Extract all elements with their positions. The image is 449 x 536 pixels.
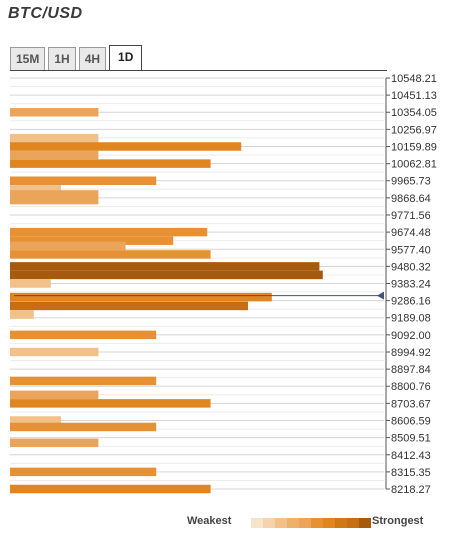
- timeframe-tabs: 15M 1H 4H 1D: [10, 45, 145, 71]
- bar: [10, 399, 211, 408]
- bar: [10, 330, 157, 340]
- y-tick-label: 9771.56: [391, 210, 431, 222]
- current-price-marker: [14, 291, 384, 300]
- y-tick-label: 9383.24: [391, 279, 431, 291]
- legend-swatch: [251, 518, 263, 528]
- legend-swatch: [335, 518, 347, 528]
- tab-1h[interactable]: 1H: [48, 47, 76, 71]
- bar: [10, 347, 99, 357]
- bar: [10, 190, 99, 199]
- current-price-arrow: [377, 291, 384, 300]
- bar: [10, 133, 99, 143]
- y-tick-label: 8315.35: [391, 467, 431, 479]
- bar: [10, 150, 99, 160]
- bar: [10, 422, 157, 432]
- bar: [10, 416, 61, 425]
- legend-strongest-label: Strongest: [372, 515, 424, 527]
- bar: [10, 292, 272, 302]
- y-tick-label: 10159.89: [391, 141, 437, 153]
- bar-layer: [10, 107, 323, 494]
- y-tick-label: 9286.16: [391, 296, 431, 308]
- bar: [10, 227, 208, 237]
- legend-swatch: [299, 518, 311, 528]
- legend-swatch: [323, 518, 335, 528]
- y-tick-label: 10256.97: [391, 124, 437, 136]
- y-tick-label: 9189.08: [391, 313, 431, 325]
- bar: [10, 159, 211, 168]
- y-axis-ticks: 10548.21 10451.13 10354.05 10256.97 10159.89…: [385, 73, 437, 496]
- y-tick-label: 8897.84: [391, 364, 431, 376]
- legend-swatch: [311, 518, 323, 528]
- y-tick-label: 8509.51: [391, 433, 431, 445]
- legend-swatch: [359, 518, 371, 528]
- legend-swatch: [347, 518, 359, 528]
- bar: [10, 176, 157, 185]
- legend-weakest-label: Weakest: [187, 515, 232, 527]
- y-tick-label: 8994.92: [391, 347, 431, 359]
- bar: [10, 279, 51, 288]
- bar: [10, 236, 174, 245]
- bar: [10, 241, 126, 251]
- y-tick-label: 8800.76: [391, 381, 431, 393]
- y-tick-label: 8606.59: [391, 416, 431, 428]
- bar: [10, 376, 157, 386]
- legend-swatch: [275, 518, 287, 528]
- bar: [10, 142, 242, 151]
- y-tick-label: 10354.05: [391, 107, 437, 119]
- legend-swatch: [287, 518, 299, 528]
- y-tick-label: 8218.27: [391, 484, 431, 496]
- y-tick-label: 9965.73: [391, 176, 431, 188]
- y-tick-label: 8412.43: [391, 450, 431, 462]
- y-tick-label: 10062.81: [391, 159, 437, 171]
- confluence-chart: 10548.21 10451.13 10354.05 10256.97 10159.89…: [10, 73, 437, 496]
- y-tick-label: 9674.48: [391, 227, 431, 239]
- y-tick-label: 9577.40: [391, 244, 431, 256]
- bar: [10, 185, 61, 194]
- y-tick-label: 9092.00: [391, 330, 431, 342]
- y-tick-label: 10548.21: [391, 73, 437, 85]
- bar: [10, 262, 320, 271]
- y-tick-label: 8703.67: [391, 398, 431, 410]
- bar: [10, 270, 323, 280]
- bar: [10, 195, 99, 205]
- bar: [10, 107, 99, 117]
- legend-swatch: [263, 518, 275, 528]
- bar: [10, 250, 211, 259]
- y-tick-label: 9480.32: [391, 261, 431, 273]
- bar: [10, 484, 211, 494]
- tab-1d[interactable]: 1D: [109, 45, 143, 71]
- bar: [10, 438, 99, 448]
- bar: [10, 467, 157, 477]
- chart-title: BTC/USD: [8, 5, 83, 22]
- bar: [10, 301, 248, 311]
- y-tick-label: 10451.13: [391, 90, 437, 102]
- tab-underline: [10, 70, 387, 71]
- y-tick-label: 9868.64: [391, 193, 431, 205]
- bar: [10, 390, 99, 400]
- bar: [10, 310, 34, 319]
